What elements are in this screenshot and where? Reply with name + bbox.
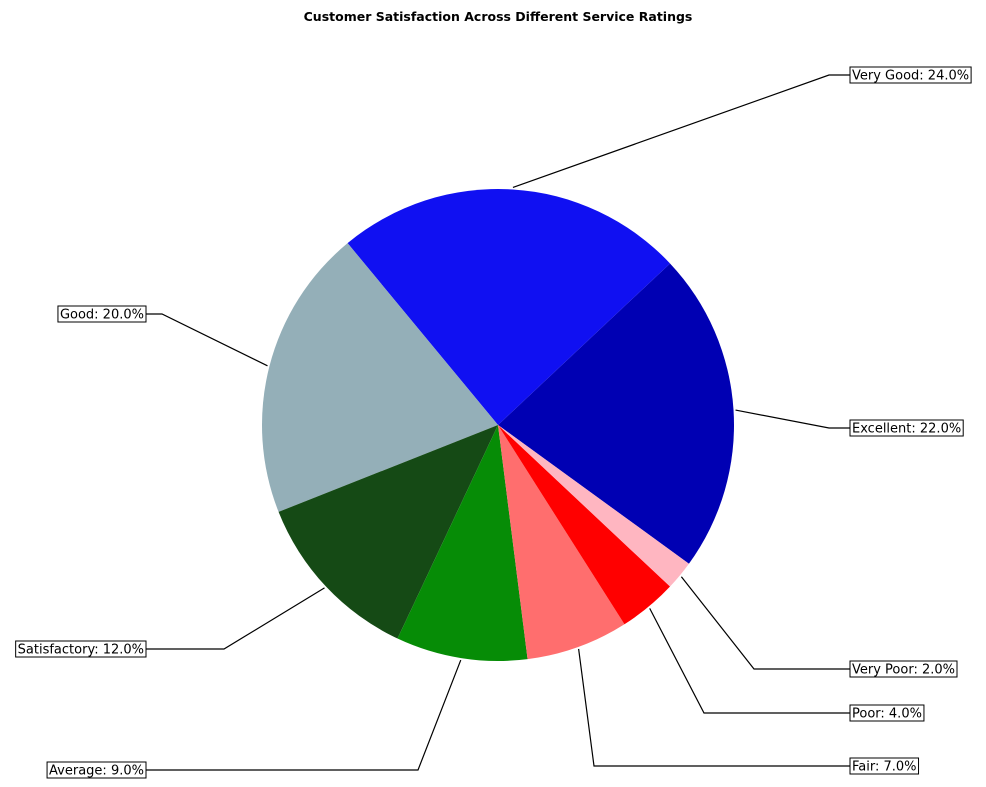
label-text: Average: 9.0% [49,764,144,779]
pie-slice-very-good [347,189,671,425]
pie-slice-excellent [498,263,735,564]
pie-slice-poor [498,425,671,625]
label-text: Very Poor: 2.0% [852,663,955,678]
label-box [849,660,958,678]
label-text: Satisfactory: 12.0% [18,643,144,658]
label-box [849,419,964,437]
leader-line-poor [649,608,850,714]
pie-slice-satisfactory [278,425,498,639]
slice-label-satisfactory: Satisfactory: 12.0% [15,640,147,658]
pie-slices [261,189,735,662]
pie-slice-good [261,243,498,512]
label-box [849,66,972,84]
label-box [57,305,147,323]
label-text: Poor: 4.0% [852,707,922,722]
label-box [849,757,920,775]
pie-slice-average [397,425,528,662]
slice-label-very-good: Very Good: 24.0% [849,66,972,84]
leader-lines [146,74,850,771]
slice-labels: Excellent: 22.0% Very Good: 24.0% Good: 20… [15,66,972,779]
leader-line-fair [578,648,850,767]
label-box [46,761,147,779]
slice-label-very-poor: Very Poor: 2.0% [849,660,958,678]
slice-label-poor: Poor: 4.0% [849,704,925,722]
leader-line-excellent [735,409,850,429]
label-text: Good: 20.0% [60,308,144,323]
leader-line-average [146,659,462,771]
pie-slice-fair [498,425,625,660]
pie-slice-very-poor [498,425,689,587]
label-text: Excellent: 22.0% [852,422,961,437]
leader-line-satisfactory [146,587,325,650]
leader-line-very-poor [680,576,850,670]
leader-line-very-good [512,74,850,189]
label-box [15,640,147,658]
leader-line-good [146,313,268,367]
label-text: Fair: 7.0% [852,760,917,775]
label-box [849,704,925,722]
chart-title: Customer Satisfaction Across Different S… [304,9,693,24]
slice-label-excellent: Excellent: 22.0% [849,419,964,437]
label-text: Very Good: 24.0% [852,69,969,84]
slice-label-fair: Fair: 7.0% [849,757,920,775]
slice-label-average: Average: 9.0% [46,761,147,779]
slice-label-good: Good: 20.0% [57,305,147,323]
